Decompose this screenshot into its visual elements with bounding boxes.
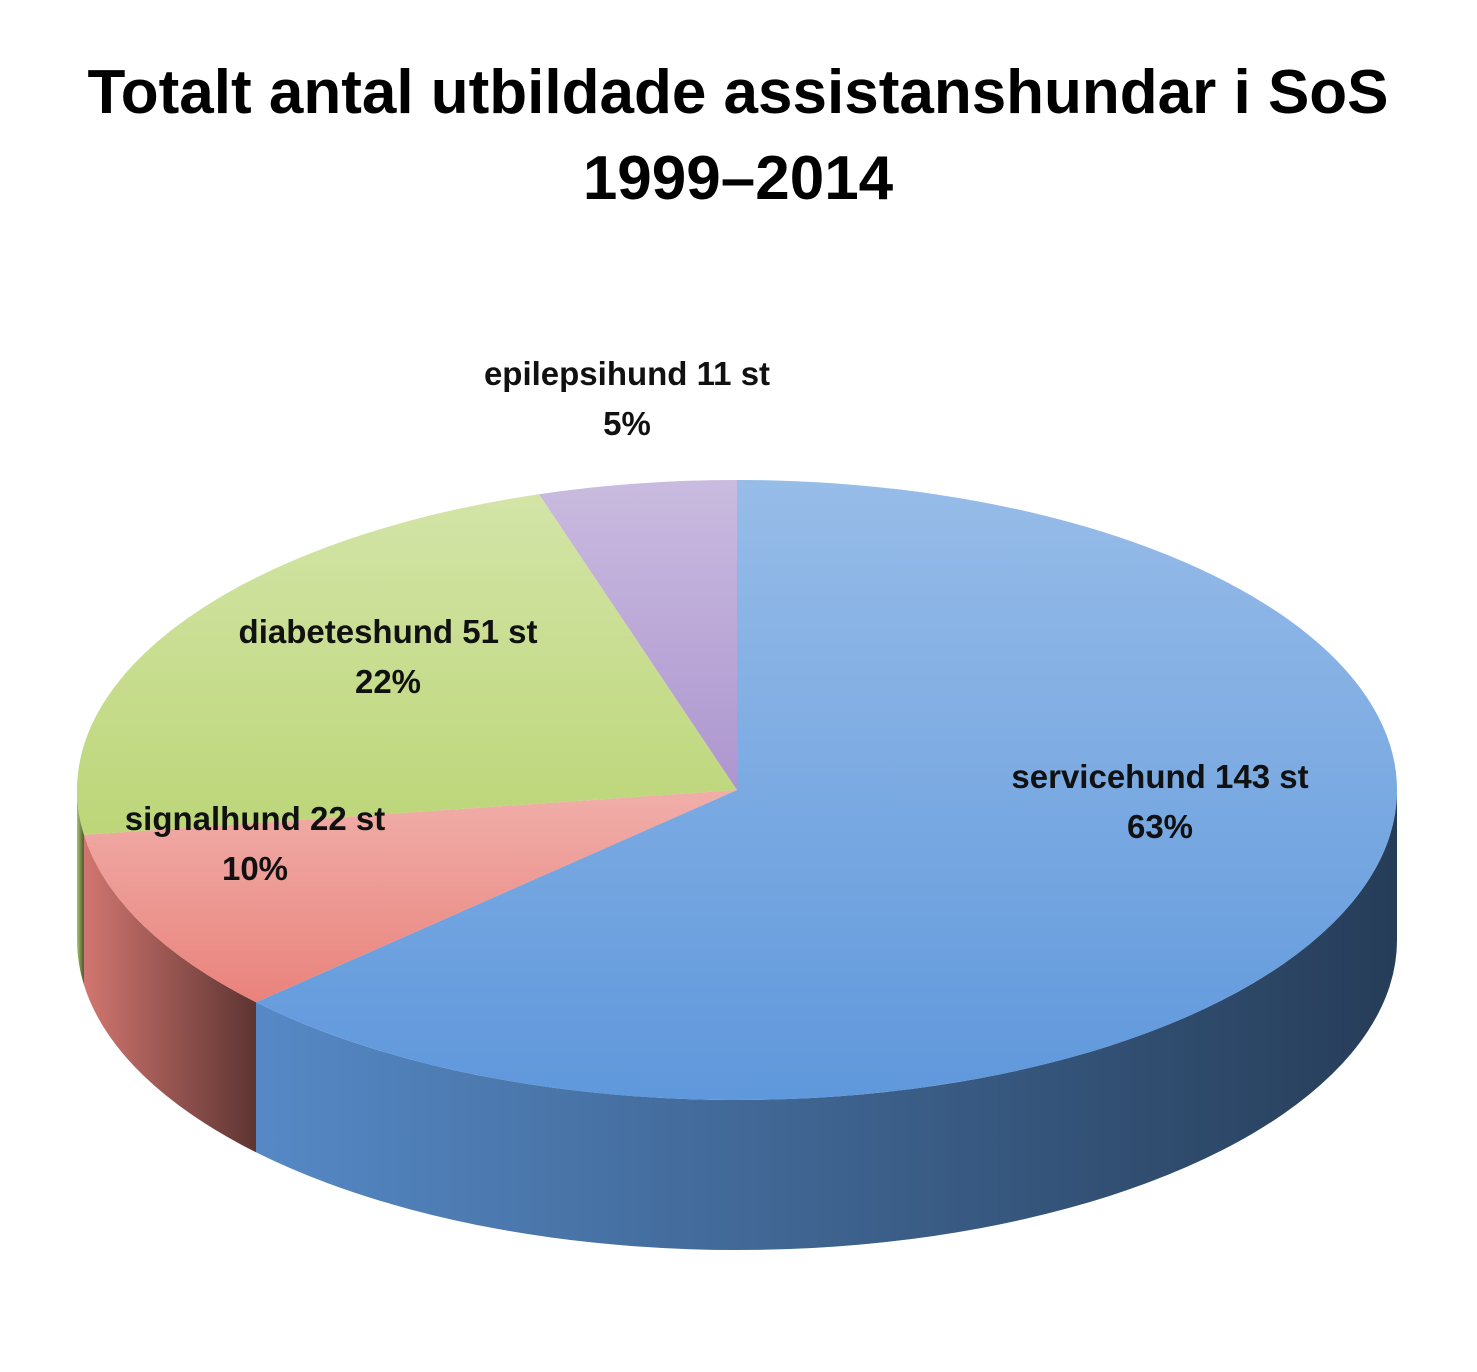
label-value: 11 st [697,355,770,392]
slice-highlight [539,480,737,790]
slice-side-shade [77,790,84,985]
label-percent: 22% [355,663,421,700]
label-value: 143 st [1215,758,1309,795]
label-category: signalhund [125,800,301,837]
slice-highlight [256,480,1398,1100]
label-category: servicehund [1011,758,1205,795]
label-category: epilepsihund [484,355,688,392]
data-label: signalhund 22 st [125,800,385,837]
data-label-percent: 5% [603,405,651,442]
data-label: epilepsihund 11 st [484,355,770,392]
data-label: diabeteshund 51 st [239,613,538,650]
label-percent: 63% [1127,808,1193,845]
data-label: servicehund 143 st [1011,758,1308,795]
label-value: 22 st [310,800,385,837]
chart-title: Totalt antal utbildade assistanshundar i… [87,58,1389,213]
data-label-percent: 22% [355,663,421,700]
slice-side-shade [83,834,257,1153]
data-label-percent: 63% [1127,808,1193,845]
label-percent: 5% [603,405,651,442]
label-value: 51 st [462,613,537,650]
slice-highlight [83,790,737,1003]
data-label-percent: 10% [222,850,288,887]
slice-highlight [76,494,737,835]
slice-side-shade [256,790,1398,1250]
label-percent: 10% [222,850,288,887]
label-category: diabeteshund [239,613,454,650]
